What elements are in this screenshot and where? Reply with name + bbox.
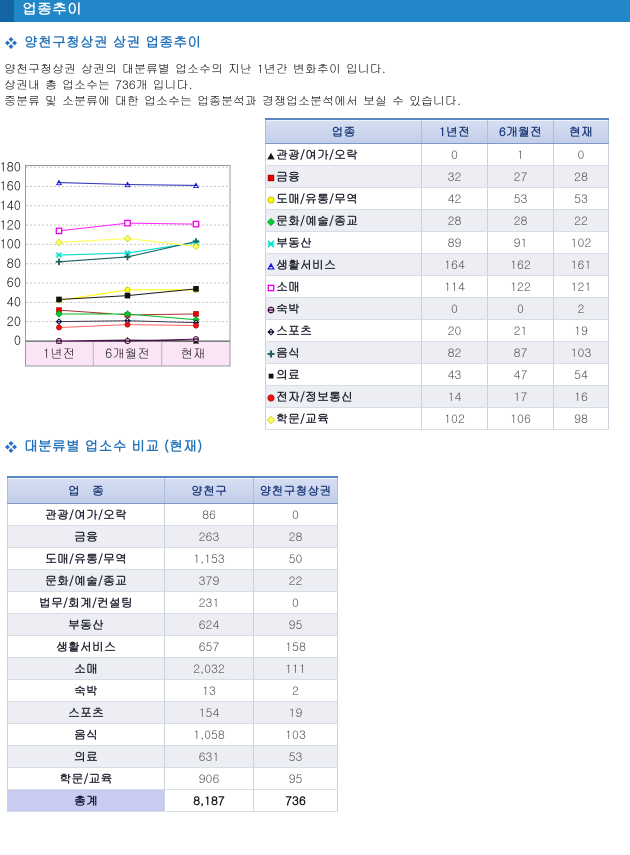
svg-text:1년전: 1년전 xyxy=(43,344,75,362)
svg-text:120: 120 xyxy=(0,215,21,233)
svg-text:140: 140 xyxy=(0,196,21,214)
svg-text:0: 0 xyxy=(14,331,21,349)
svg-text:현재: 현재 xyxy=(181,344,206,362)
svg-text:180: 180 xyxy=(0,157,21,175)
svg-text:60: 60 xyxy=(7,273,21,291)
svg-text:160: 160 xyxy=(0,177,21,195)
svg-text:40: 40 xyxy=(7,293,21,311)
svg-text:20: 20 xyxy=(7,312,21,330)
svg-text:100: 100 xyxy=(0,235,21,253)
svg-text:6개월전: 6개월전 xyxy=(105,344,150,362)
svg-text:80: 80 xyxy=(7,254,21,272)
